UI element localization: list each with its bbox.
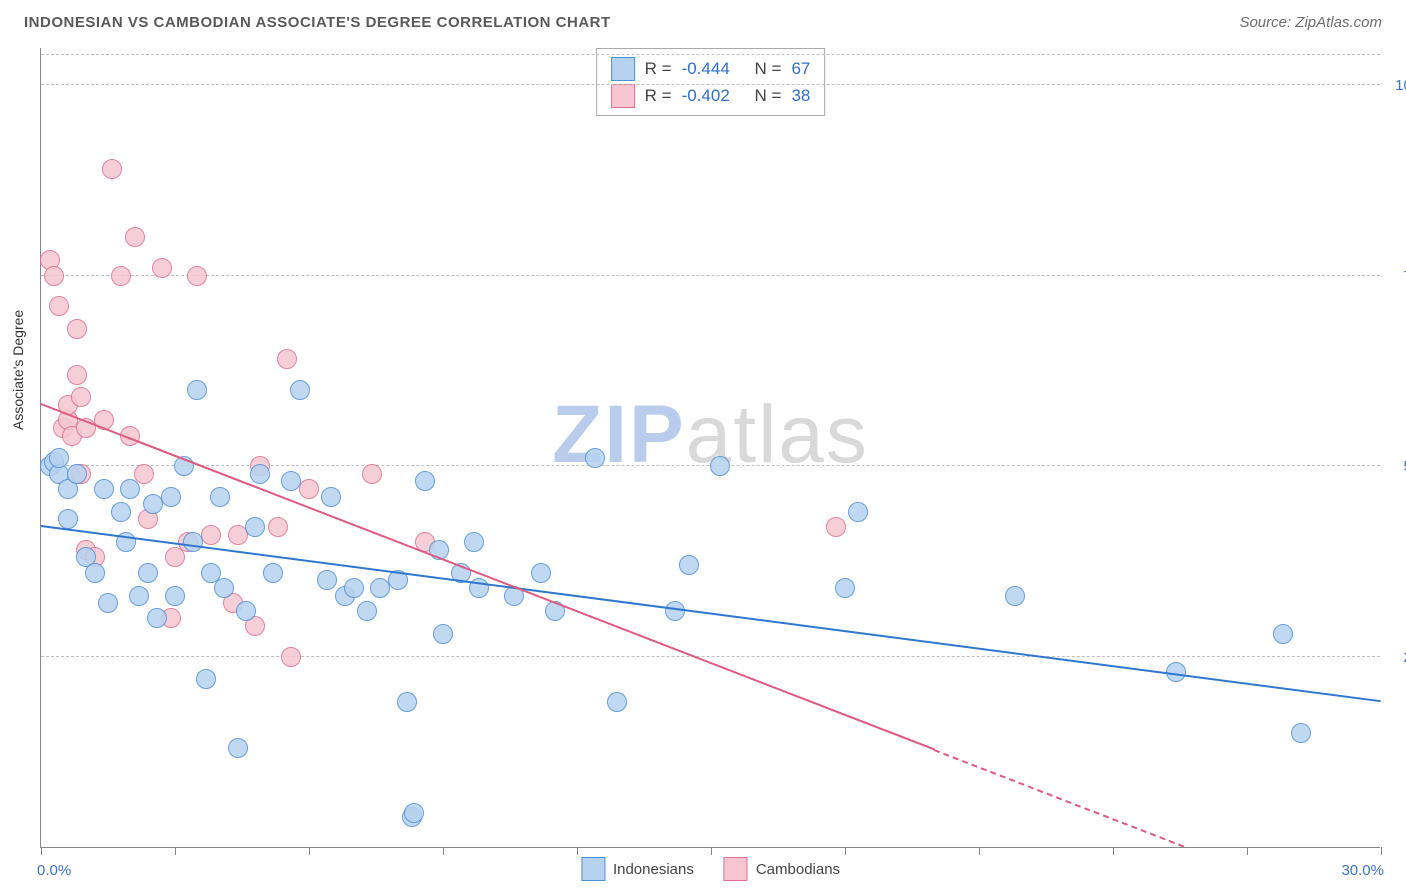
r-label: R = [645,55,672,82]
trend-line [41,403,935,750]
point-indonesians[interactable] [111,502,131,522]
point-indonesians[interactable] [94,479,114,499]
point-cambodians[interactable] [102,159,122,179]
point-indonesians[interactable] [290,380,310,400]
point-cambodians[interactable] [152,258,172,278]
point-indonesians[interactable] [147,608,167,628]
point-cambodians[interactable] [111,266,131,286]
legend-label-indonesians: Indonesians [613,861,694,878]
point-indonesians[interactable] [245,517,265,537]
point-cambodians[interactable] [277,349,297,369]
point-indonesians[interactable] [129,586,149,606]
point-indonesians[interactable] [228,738,248,758]
point-indonesians[interactable] [1005,586,1025,606]
swatch-indonesians [611,57,635,81]
y-axis-label: Associate's Degree [10,310,26,430]
point-indonesians[interactable] [404,803,424,823]
point-indonesians[interactable] [58,509,78,529]
r-label: R = [645,82,672,109]
point-indonesians[interactable] [344,578,364,598]
point-cambodians[interactable] [67,365,87,385]
point-indonesians[interactable] [98,593,118,613]
point-cambodians[interactable] [125,227,145,247]
legend-row-indonesians: R = -0.444 N = 67 [611,55,811,82]
point-indonesians[interactable] [848,502,868,522]
point-cambodians[interactable] [268,517,288,537]
point-indonesians[interactable] [1273,624,1293,644]
chart-title: INDONESIAN VS CAMBODIAN ASSOCIATE'S DEGR… [24,14,611,31]
point-indonesians[interactable] [196,669,216,689]
point-indonesians[interactable] [210,487,230,507]
point-indonesians[interactable] [317,570,337,590]
point-indonesians[interactable] [835,578,855,598]
swatch-cambodians [724,857,748,881]
point-cambodians[interactable] [49,296,69,316]
point-cambodians[interactable] [201,525,221,545]
point-indonesians[interactable] [120,479,140,499]
point-indonesians[interactable] [531,563,551,583]
point-indonesians[interactable] [67,464,87,484]
point-indonesians[interactable] [187,380,207,400]
point-indonesians[interactable] [236,601,256,621]
point-indonesians[interactable] [161,487,181,507]
point-indonesians[interactable] [85,563,105,583]
point-indonesians[interactable] [397,692,417,712]
point-indonesians[interactable] [357,601,377,621]
point-indonesians[interactable] [679,555,699,575]
y-tick-label: 100.0% [1395,77,1406,94]
point-indonesians[interactable] [710,456,730,476]
point-cambodians[interactable] [299,479,319,499]
point-indonesians[interactable] [464,532,484,552]
point-indonesians[interactable] [263,563,283,583]
legend-item-cambodians[interactable]: Cambodians [724,857,840,881]
swatch-cambodians [611,84,635,108]
point-indonesians[interactable] [281,471,301,491]
point-indonesians[interactable] [415,471,435,491]
point-indonesians[interactable] [165,586,185,606]
n-value-cambodians: 38 [791,82,810,109]
r-value-indonesians: -0.444 [682,55,730,82]
point-indonesians[interactable] [607,692,627,712]
point-indonesians[interactable] [1291,723,1311,743]
point-cambodians[interactable] [44,266,64,286]
chart-plot-area: ZIPatlas R = -0.444 N = 67 R = -0.402 N … [40,48,1380,848]
point-indonesians[interactable] [49,448,69,468]
x-axis-start: 0.0% [37,862,71,879]
swatch-indonesians [581,857,605,881]
point-cambodians[interactable] [71,387,91,407]
point-indonesians[interactable] [433,624,453,644]
point-cambodians[interactable] [187,266,207,286]
trend-line [934,749,1184,847]
point-cambodians[interactable] [826,517,846,537]
x-axis-end: 30.0% [1341,862,1384,879]
correlation-legend: R = -0.444 N = 67 R = -0.402 N = 38 [596,48,826,116]
source-label: Source: ZipAtlas.com [1239,14,1382,31]
point-cambodians[interactable] [281,647,301,667]
point-indonesians[interactable] [250,464,270,484]
series-legend: Indonesians Cambodians [581,857,840,881]
n-value-indonesians: 67 [791,55,810,82]
legend-row-cambodians: R = -0.402 N = 38 [611,82,811,109]
n-label: N = [755,82,782,109]
point-cambodians[interactable] [362,464,382,484]
legend-item-indonesians[interactable]: Indonesians [581,857,694,881]
point-indonesians[interactable] [585,448,605,468]
point-indonesians[interactable] [183,532,203,552]
point-cambodians[interactable] [67,319,87,339]
point-indonesians[interactable] [321,487,341,507]
n-label: N = [755,55,782,82]
point-indonesians[interactable] [214,578,234,598]
legend-label-cambodians: Cambodians [756,861,840,878]
r-value-cambodians: -0.402 [682,82,730,109]
point-indonesians[interactable] [138,563,158,583]
